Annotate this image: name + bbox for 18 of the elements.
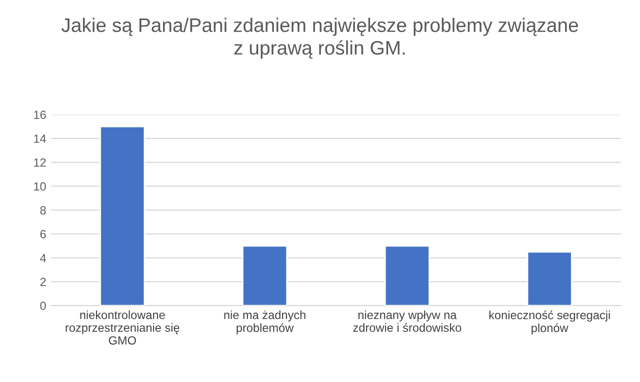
y-tick-label: 0 xyxy=(40,302,46,310)
y-tick-label: 6 xyxy=(40,230,46,238)
x-tick-label: nieznany wpływ na zdrowie i środowisko xyxy=(353,310,462,332)
y-tick-label: 12 xyxy=(34,158,46,167)
bar xyxy=(384,245,430,306)
x-tick-label: konieczność segregacji plonów xyxy=(489,310,610,334)
y-tick-label: 4 xyxy=(40,254,46,262)
y-tick-label: 8 xyxy=(40,206,46,214)
x-tick-label: niekontrolowane rozprzestrzenianie się GMO xyxy=(66,310,180,345)
y-tick-label: 14 xyxy=(34,134,46,143)
bar xyxy=(526,251,572,306)
bar xyxy=(100,126,146,306)
y-tick-label: 2 xyxy=(40,278,46,286)
y-tick-label: 16 xyxy=(34,110,46,119)
bar xyxy=(242,245,288,306)
x-tick-label: nie ma żadnych problemów xyxy=(224,310,306,334)
chart-title: Jakie są Pana/Pani zdaniem największe problemy związane z uprawą roślin GM. xyxy=(61,18,578,59)
y-tick-label: 10 xyxy=(34,182,46,191)
